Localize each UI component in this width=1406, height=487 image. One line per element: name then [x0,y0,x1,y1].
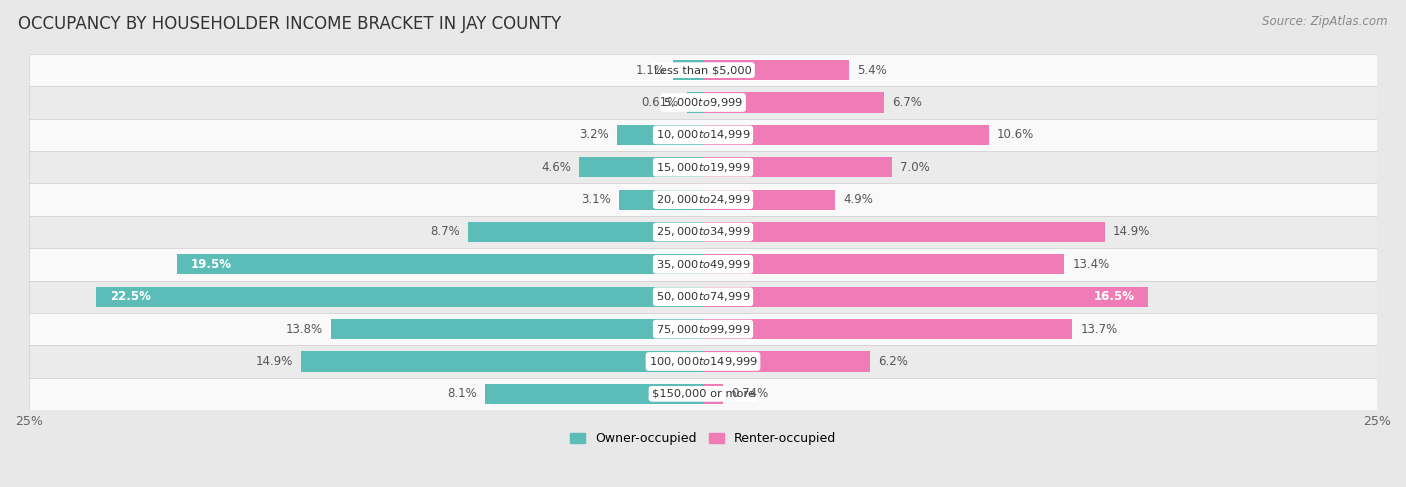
Bar [686,93,703,112]
Bar [177,254,703,274]
Text: 16.5%: 16.5% [1094,290,1135,303]
Text: 14.9%: 14.9% [1112,225,1150,239]
Text: 13.8%: 13.8% [285,322,323,336]
Bar [30,184,1376,216]
Text: $20,000 to $24,999: $20,000 to $24,999 [655,193,751,206]
Text: 13.7%: 13.7% [1080,322,1118,336]
Bar [30,345,1376,377]
Text: 4.6%: 4.6% [541,161,571,174]
Text: 0.61%: 0.61% [641,96,679,109]
Bar [485,384,703,404]
Text: 19.5%: 19.5% [191,258,232,271]
Bar [97,287,703,307]
Text: $150,000 or more: $150,000 or more [651,389,755,399]
Bar [30,216,1376,248]
Text: 7.0%: 7.0% [900,161,929,174]
Text: 14.9%: 14.9% [256,355,294,368]
Text: $50,000 to $74,999: $50,000 to $74,999 [655,290,751,303]
Bar [468,222,703,242]
Text: 5.4%: 5.4% [856,64,886,76]
Text: 13.4%: 13.4% [1073,258,1109,271]
Text: 4.9%: 4.9% [844,193,873,206]
Text: 10.6%: 10.6% [997,129,1035,141]
Bar [301,352,703,372]
Text: $5,000 to $9,999: $5,000 to $9,999 [664,96,742,109]
Text: 8.1%: 8.1% [447,387,477,400]
Text: 3.1%: 3.1% [582,193,612,206]
Text: Source: ZipAtlas.com: Source: ZipAtlas.com [1263,15,1388,28]
Bar [30,313,1376,345]
Text: 3.2%: 3.2% [579,129,609,141]
Text: 6.2%: 6.2% [879,355,908,368]
Bar [30,281,1376,313]
Text: 0.74%: 0.74% [731,387,768,400]
Bar [30,86,1376,119]
Text: 22.5%: 22.5% [110,290,150,303]
Bar [703,319,1073,339]
Text: $35,000 to $49,999: $35,000 to $49,999 [655,258,751,271]
Bar [579,157,703,177]
Text: OCCUPANCY BY HOUSEHOLDER INCOME BRACKET IN JAY COUNTY: OCCUPANCY BY HOUSEHOLDER INCOME BRACKET … [18,15,561,33]
Text: $10,000 to $14,999: $10,000 to $14,999 [655,129,751,141]
Bar [673,60,703,80]
Bar [30,377,1376,410]
Bar [30,119,1376,151]
Bar [620,189,703,210]
Text: $100,000 to $149,999: $100,000 to $149,999 [648,355,758,368]
Text: Less than $5,000: Less than $5,000 [654,65,752,75]
Legend: Owner-occupied, Renter-occupied: Owner-occupied, Renter-occupied [565,427,841,450]
Bar [703,93,883,112]
Bar [30,54,1376,86]
Bar [30,248,1376,281]
Bar [30,151,1376,184]
Text: $15,000 to $19,999: $15,000 to $19,999 [655,161,751,174]
Bar [330,319,703,339]
Bar [703,125,988,145]
Text: 1.1%: 1.1% [636,64,665,76]
Bar [703,189,835,210]
Bar [703,254,1064,274]
Text: 6.7%: 6.7% [891,96,921,109]
Bar [703,287,1147,307]
Bar [703,222,1105,242]
Bar [703,384,723,404]
Text: $25,000 to $34,999: $25,000 to $34,999 [655,225,751,239]
Bar [703,352,870,372]
Bar [703,60,849,80]
Text: $75,000 to $99,999: $75,000 to $99,999 [655,322,751,336]
Bar [703,157,891,177]
Text: 8.7%: 8.7% [430,225,460,239]
Bar [617,125,703,145]
